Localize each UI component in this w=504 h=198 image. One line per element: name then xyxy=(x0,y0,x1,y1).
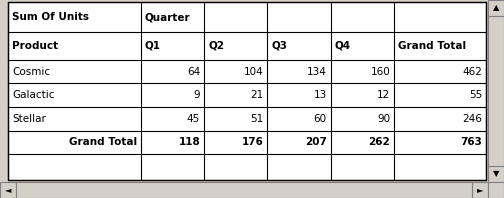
Text: 45: 45 xyxy=(187,114,200,124)
Text: Galactic: Galactic xyxy=(12,90,54,100)
Text: Product: Product xyxy=(12,41,58,51)
Text: 64: 64 xyxy=(187,67,200,77)
Text: ◄: ◄ xyxy=(5,186,11,194)
Text: 104: 104 xyxy=(243,67,264,77)
Bar xyxy=(472,182,488,198)
Bar xyxy=(8,2,486,180)
Text: 207: 207 xyxy=(305,137,327,148)
Bar xyxy=(0,182,16,198)
Text: ▼: ▼ xyxy=(493,169,499,179)
Text: 134: 134 xyxy=(307,67,327,77)
Text: Q3: Q3 xyxy=(272,41,287,51)
Bar xyxy=(488,0,504,16)
Text: 246: 246 xyxy=(462,114,482,124)
Bar xyxy=(16,182,472,198)
Bar xyxy=(488,16,504,166)
Text: 176: 176 xyxy=(241,137,264,148)
Text: 51: 51 xyxy=(250,114,264,124)
Bar xyxy=(488,166,504,182)
Text: Q2: Q2 xyxy=(208,41,224,51)
Text: 462: 462 xyxy=(462,67,482,77)
Text: ►: ► xyxy=(477,186,483,194)
Text: 13: 13 xyxy=(313,90,327,100)
Text: 9: 9 xyxy=(194,90,200,100)
Text: 60: 60 xyxy=(313,114,327,124)
Text: ▲: ▲ xyxy=(493,4,499,12)
Text: Quarter: Quarter xyxy=(145,12,191,22)
Text: Stellar: Stellar xyxy=(12,114,46,124)
Text: 262: 262 xyxy=(368,137,390,148)
Text: 160: 160 xyxy=(370,67,390,77)
Text: Grand Total: Grand Total xyxy=(398,41,466,51)
Text: 12: 12 xyxy=(377,90,390,100)
Text: 90: 90 xyxy=(377,114,390,124)
Text: 763: 763 xyxy=(460,137,482,148)
Text: Q1: Q1 xyxy=(145,41,161,51)
Text: Cosmic: Cosmic xyxy=(12,67,50,77)
Bar xyxy=(488,182,504,198)
Text: Q4: Q4 xyxy=(335,41,351,51)
Text: 118: 118 xyxy=(178,137,200,148)
Text: Grand Total: Grand Total xyxy=(69,137,137,148)
Text: 21: 21 xyxy=(250,90,264,100)
Text: 55: 55 xyxy=(469,90,482,100)
Text: Sum Of Units: Sum Of Units xyxy=(12,12,89,22)
